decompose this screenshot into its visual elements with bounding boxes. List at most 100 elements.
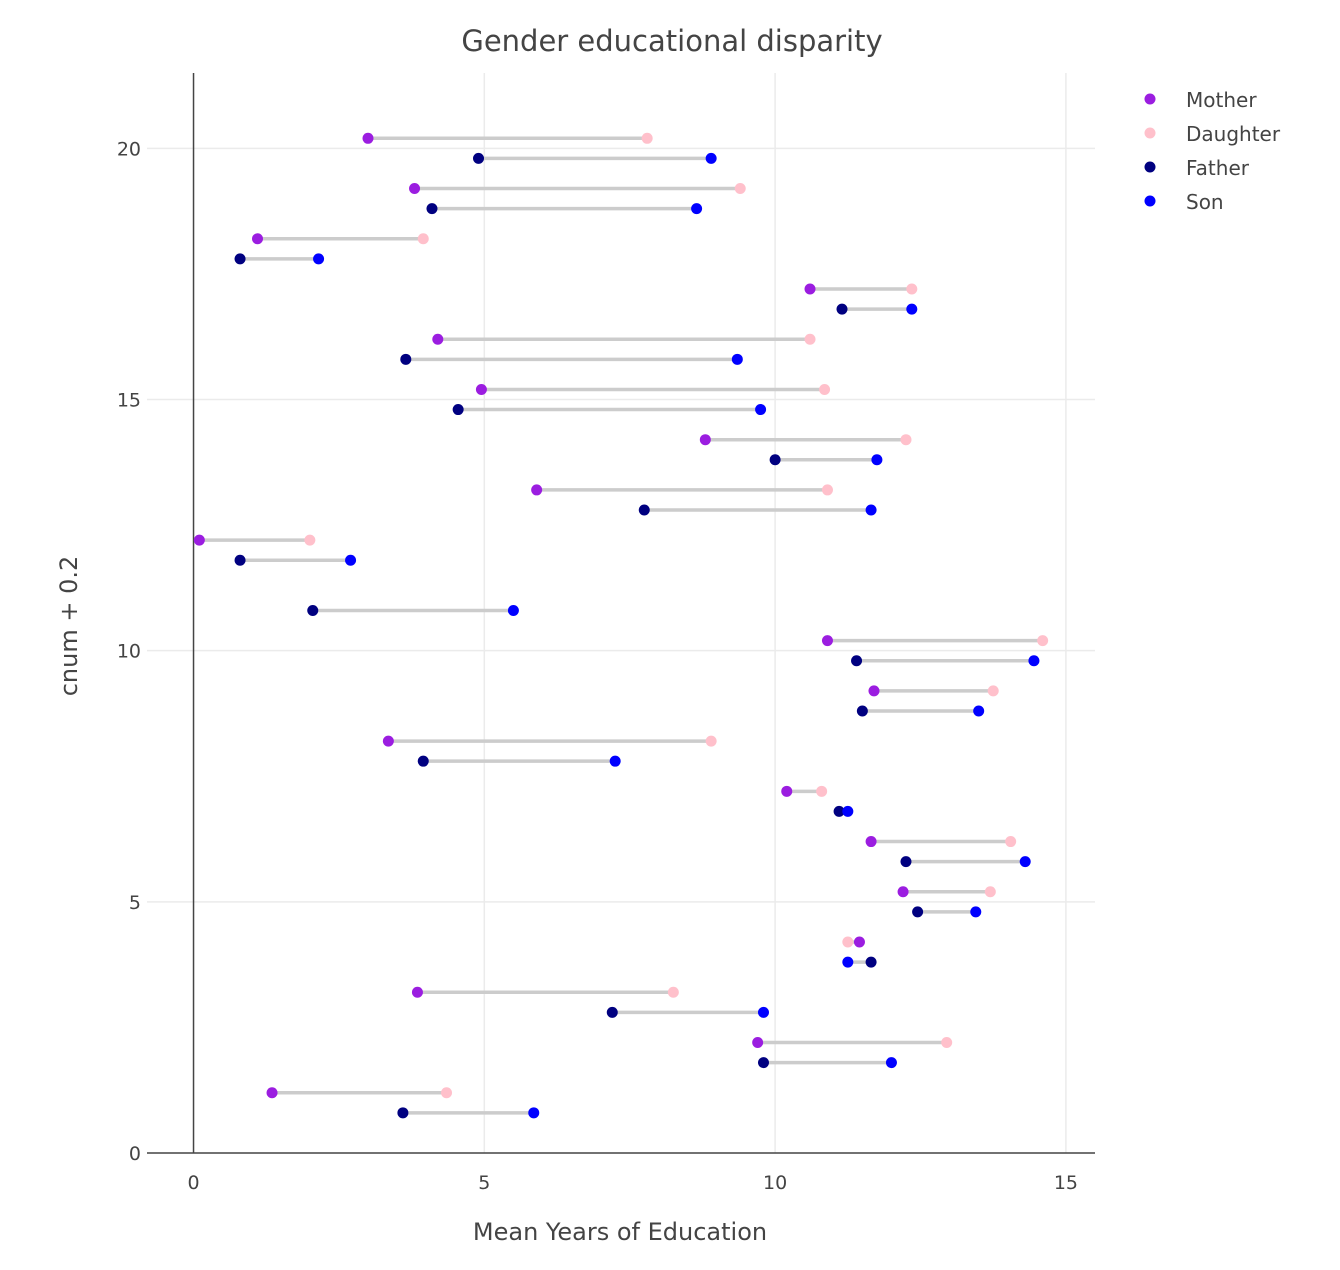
point-son-7[interactable] [609,755,621,767]
point-son-15[interactable] [731,353,743,365]
point-daughter-17[interactable] [734,183,746,195]
point-daughter-12[interactable] [900,434,912,446]
point-mother-0[interactable] [266,1087,278,1099]
legend-label-son: Son [1186,190,1224,214]
point-father-2[interactable] [606,1006,618,1018]
legend-marker-father [1144,161,1156,173]
x-tick-label-10: 10 [763,1172,787,1194]
point-son-4[interactable] [970,906,982,918]
point-mother-15[interactable] [804,283,816,295]
point-father-1[interactable] [757,1057,769,1069]
legend-label-daughter: Daughter [1186,122,1281,146]
x-tick-label-15: 15 [1054,1172,1078,1194]
grid-layer [147,73,1095,1153]
point-son-0[interactable] [528,1107,540,1119]
point-son-11[interactable] [345,554,357,566]
x-tick-label-5: 5 [478,1172,490,1194]
point-son-10[interactable] [507,604,519,616]
point-father-16[interactable] [836,303,848,315]
point-mother-13[interactable] [475,383,487,395]
point-daughter-7[interactable] [705,735,717,747]
point-father-13[interactable] [769,454,781,466]
legend-marker-son [1144,195,1156,207]
point-daughter-3[interactable] [842,936,854,948]
legend-item-father[interactable]: Father [1144,156,1250,180]
point-son-5[interactable] [1019,856,1031,868]
point-daughter-15[interactable] [906,283,918,295]
legend-item-mother[interactable]: Mother [1144,88,1258,112]
point-daughter-2[interactable] [667,986,679,998]
point-mother-4[interactable] [897,886,909,898]
point-son-8[interactable] [973,705,985,717]
point-daughter-14[interactable] [804,333,816,345]
point-father-6[interactable] [833,805,845,817]
point-daughter-16[interactable] [417,233,429,245]
legend-item-daughter[interactable]: Daughter [1144,122,1281,146]
point-mother-3[interactable] [853,936,865,948]
x-axis-title: Mean Years of Education [473,1218,767,1246]
point-father-18[interactable] [426,203,438,215]
point-daughter-11[interactable] [821,484,833,496]
point-mother-5[interactable] [865,836,877,848]
point-father-10[interactable] [307,604,319,616]
point-son-6[interactable] [842,805,854,817]
point-daughter-0[interactable] [441,1087,453,1099]
y-tick-label-10: 10 [117,641,141,663]
point-mother-9[interactable] [821,635,833,647]
point-son-19[interactable] [705,152,717,164]
point-mother-14[interactable] [432,333,444,345]
point-mother-6[interactable] [781,785,793,797]
legend[interactable]: Mother Daughter Father Son [1144,88,1281,214]
point-father-17[interactable] [234,253,246,265]
point-son-9[interactable] [1028,655,1040,667]
point-mother-10[interactable] [193,534,205,546]
point-mother-2[interactable] [411,986,423,998]
point-layer[interactable] [193,132,1049,1119]
point-son-17[interactable] [313,253,325,265]
axis-layer: 0 5 10 15 0 5 10 15 20 [117,73,1095,1194]
point-son-16[interactable] [906,303,918,315]
point-father-14[interactable] [452,404,464,416]
point-father-0[interactable] [397,1107,409,1119]
x-tick-label-0: 0 [187,1172,199,1194]
point-son-2[interactable] [757,1006,769,1018]
point-father-7[interactable] [417,755,429,767]
legend-item-son[interactable]: Son [1144,190,1224,214]
point-daughter-9[interactable] [1037,635,1049,647]
point-son-3[interactable] [842,956,854,968]
point-daughter-13[interactable] [819,383,831,395]
point-mother-17[interactable] [409,183,421,195]
point-father-5[interactable] [900,856,912,868]
point-father-3[interactable] [865,956,877,968]
point-father-11[interactable] [234,554,246,566]
point-mother-8[interactable] [868,685,880,697]
y-tick-label-20: 20 [117,138,141,160]
point-daughter-1[interactable] [941,1036,953,1048]
point-son-13[interactable] [871,454,883,466]
point-daughter-5[interactable] [1005,836,1017,848]
point-daughter-18[interactable] [641,132,653,144]
point-mother-11[interactable] [531,484,543,496]
point-father-15[interactable] [400,353,412,365]
point-mother-7[interactable] [382,735,394,747]
y-tick-label-5: 5 [129,892,141,914]
point-father-4[interactable] [912,906,924,918]
point-daughter-6[interactable] [816,785,828,797]
point-mother-12[interactable] [699,434,711,446]
point-father-12[interactable] [638,504,650,516]
point-father-19[interactable] [473,152,485,164]
point-father-9[interactable] [851,655,863,667]
point-mother-1[interactable] [752,1036,764,1048]
point-daughter-10[interactable] [304,534,316,546]
point-son-1[interactable] [885,1057,897,1069]
point-son-12[interactable] [865,504,877,516]
point-daughter-8[interactable] [987,685,999,697]
point-mother-16[interactable] [252,233,264,245]
point-son-14[interactable] [755,404,767,416]
point-son-18[interactable] [691,203,703,215]
legend-marker-daughter [1144,127,1156,139]
point-father-8[interactable] [856,705,868,717]
y-tick-label-0: 0 [129,1143,141,1165]
point-mother-18[interactable] [362,132,374,144]
point-daughter-4[interactable] [984,886,996,898]
